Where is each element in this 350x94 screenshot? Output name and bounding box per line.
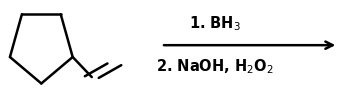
Text: 2. NaOH, H$_2$O$_2$: 2. NaOH, H$_2$O$_2$ <box>156 58 274 76</box>
Text: 1. BH$_3$: 1. BH$_3$ <box>189 14 241 33</box>
